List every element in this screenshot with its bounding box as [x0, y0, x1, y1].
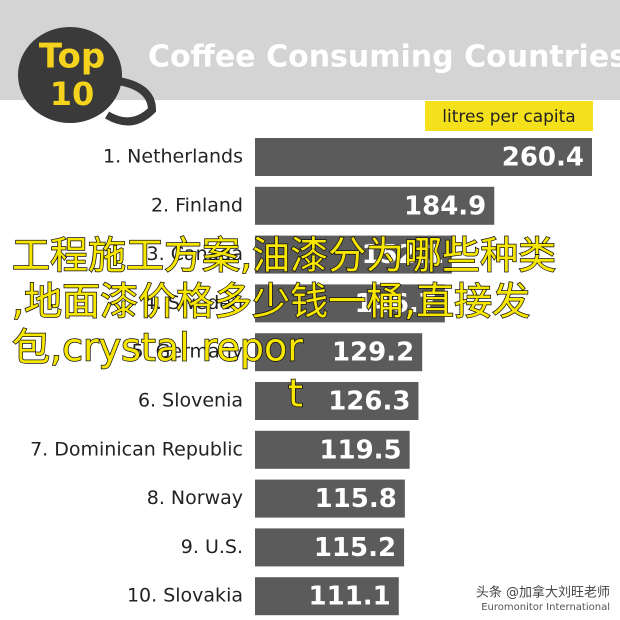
category-label: 6. Slovenia	[138, 390, 243, 412]
unit-box	[425, 101, 593, 131]
value-label: 129.2	[332, 338, 414, 368]
category-label: 8. Norway	[147, 487, 243, 509]
overlay-text: 工程施工方案,油漆分为哪些种类	[12, 234, 556, 278]
value-label: 115.2	[314, 533, 396, 563]
bar	[255, 186, 495, 225]
unit-label: litres per capita	[442, 107, 575, 127]
category-label: 3. Canada	[147, 243, 243, 265]
value-label: 152.1	[362, 240, 444, 270]
value-label: 260.4	[502, 143, 584, 173]
overlay-text: t	[288, 372, 303, 416]
category-label: 1. Netherlands	[103, 146, 243, 168]
overlay-text: ,地面漆价格多少钱一桶,直接发	[12, 280, 530, 324]
value-label: 111.1	[309, 582, 391, 612]
bar	[255, 430, 410, 469]
chart-title: Coffee Consuming Countries	[148, 40, 620, 75]
category-label: 7. Dominican Republic	[30, 438, 243, 460]
bar	[255, 382, 419, 420]
bar	[255, 333, 423, 372]
badge-number: 10	[50, 75, 95, 113]
bar	[255, 138, 592, 176]
bar	[255, 479, 405, 518]
category-label: 10. Slovakia	[127, 585, 243, 607]
value-label: 146.7	[355, 289, 437, 319]
badge-handle	[104, 76, 157, 126]
bar	[255, 577, 399, 616]
badge-mug	[18, 27, 122, 123]
watermark: 头条 @加拿大刘旺老师	[476, 585, 610, 601]
category-label: 9. U.S.	[181, 536, 243, 558]
bar	[255, 284, 445, 323]
badge-top: Top	[39, 37, 105, 77]
bar	[255, 235, 452, 274]
category-label: 5. Germany	[132, 341, 244, 363]
value-label: 126.3	[328, 387, 410, 417]
source: Euromonitor International	[481, 602, 610, 613]
category-label: 4. Sweden	[144, 292, 243, 314]
value-label: 119.5	[319, 435, 401, 465]
value-label: 115.8	[315, 484, 397, 514]
category-label: 2. Finland	[151, 194, 243, 216]
value-label: 184.9	[404, 191, 486, 221]
overlay-text: 包,crystal repor	[12, 326, 303, 370]
bar	[255, 528, 405, 567]
